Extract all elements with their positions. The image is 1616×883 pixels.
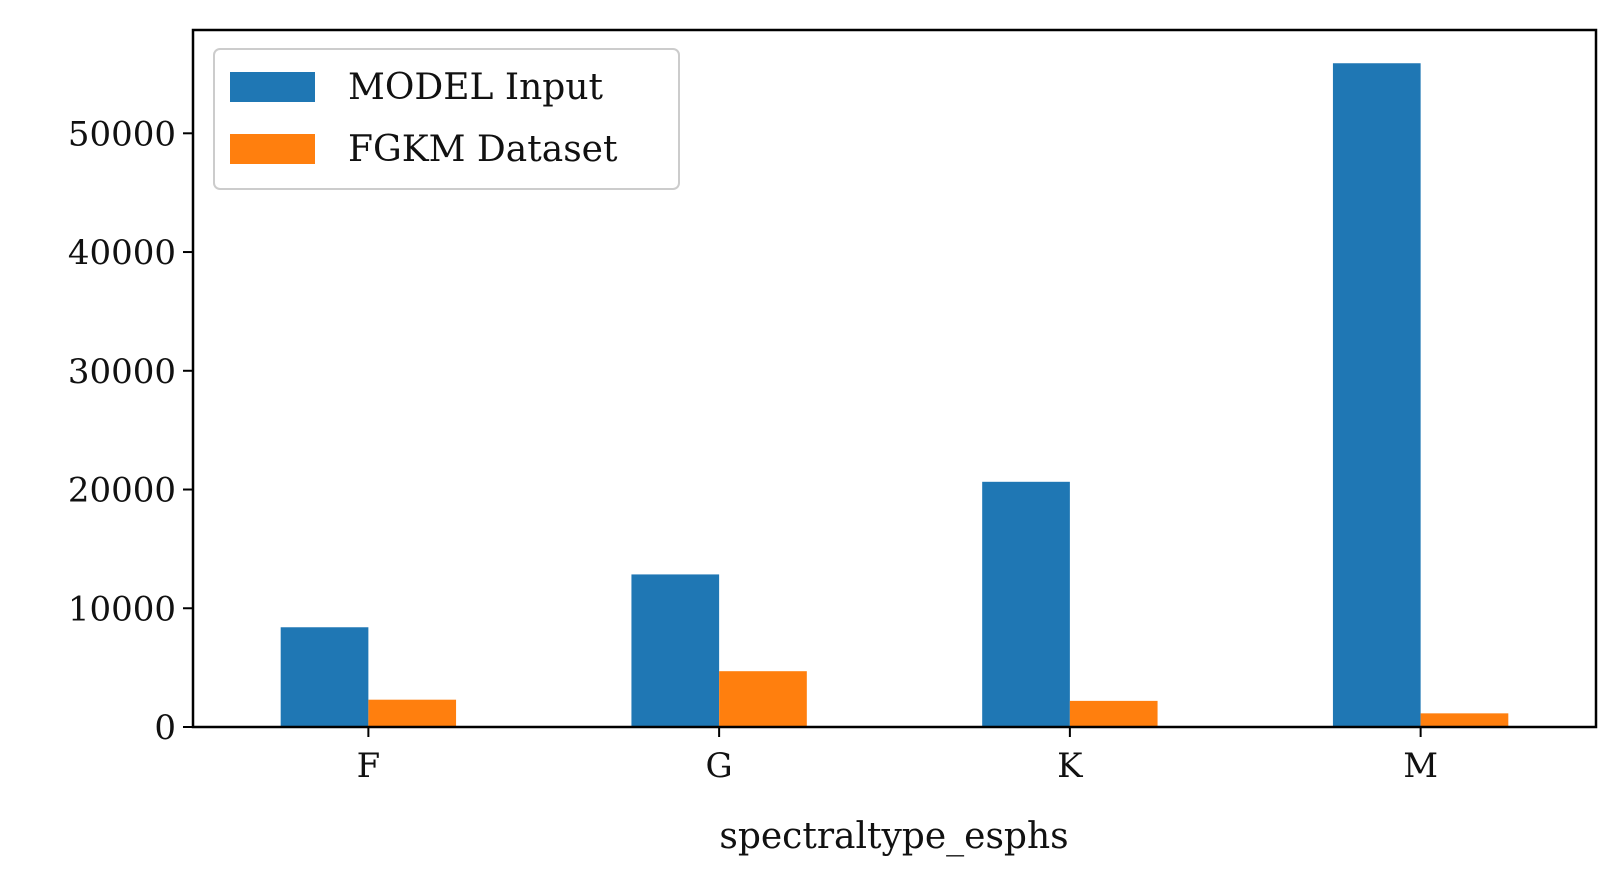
bar-fgkm-dataset-k xyxy=(1069,700,1158,727)
plot-frame xyxy=(191,28,1598,729)
legend-swatch-fgkm-dataset xyxy=(230,134,315,164)
y-tick-label: 20000 xyxy=(68,471,176,511)
legend: MODEL Input FGKM Dataset xyxy=(213,48,680,190)
x-tick-label-k: K xyxy=(1057,746,1083,786)
x-tick-label-f: F xyxy=(357,746,381,786)
x-axis-label: spectraltype_esphs xyxy=(719,816,1068,857)
legend-label-fgkm-dataset: FGKM Dataset xyxy=(348,129,618,170)
bar-model-input-m xyxy=(1332,63,1421,728)
bar-model-input-f xyxy=(280,627,369,727)
legend-frame xyxy=(213,48,680,190)
bar-model-input-g xyxy=(631,574,720,727)
bar-fgkm-dataset-g xyxy=(719,671,807,727)
legend-swatch-model-input xyxy=(230,72,315,102)
y-tick-label: 0 xyxy=(154,708,176,748)
y-axis: 0 10000 20000 30000 40000 50000 xyxy=(68,114,193,748)
y-tick-label: 40000 xyxy=(68,233,176,273)
bar-fgkm-dataset-m xyxy=(1420,713,1509,727)
bar-fgkm-dataset-f xyxy=(368,699,457,727)
y-tick-label: 10000 xyxy=(68,589,176,629)
y-tick-label: 30000 xyxy=(68,352,176,392)
legend-label-model-input: MODEL Input xyxy=(348,67,604,108)
bars-group xyxy=(280,63,1509,728)
x-tick-label-m: M xyxy=(1403,746,1438,786)
bar-model-input-k xyxy=(982,481,1070,727)
x-tick-label-g: G xyxy=(706,746,733,786)
y-tick-label: 50000 xyxy=(68,114,176,154)
